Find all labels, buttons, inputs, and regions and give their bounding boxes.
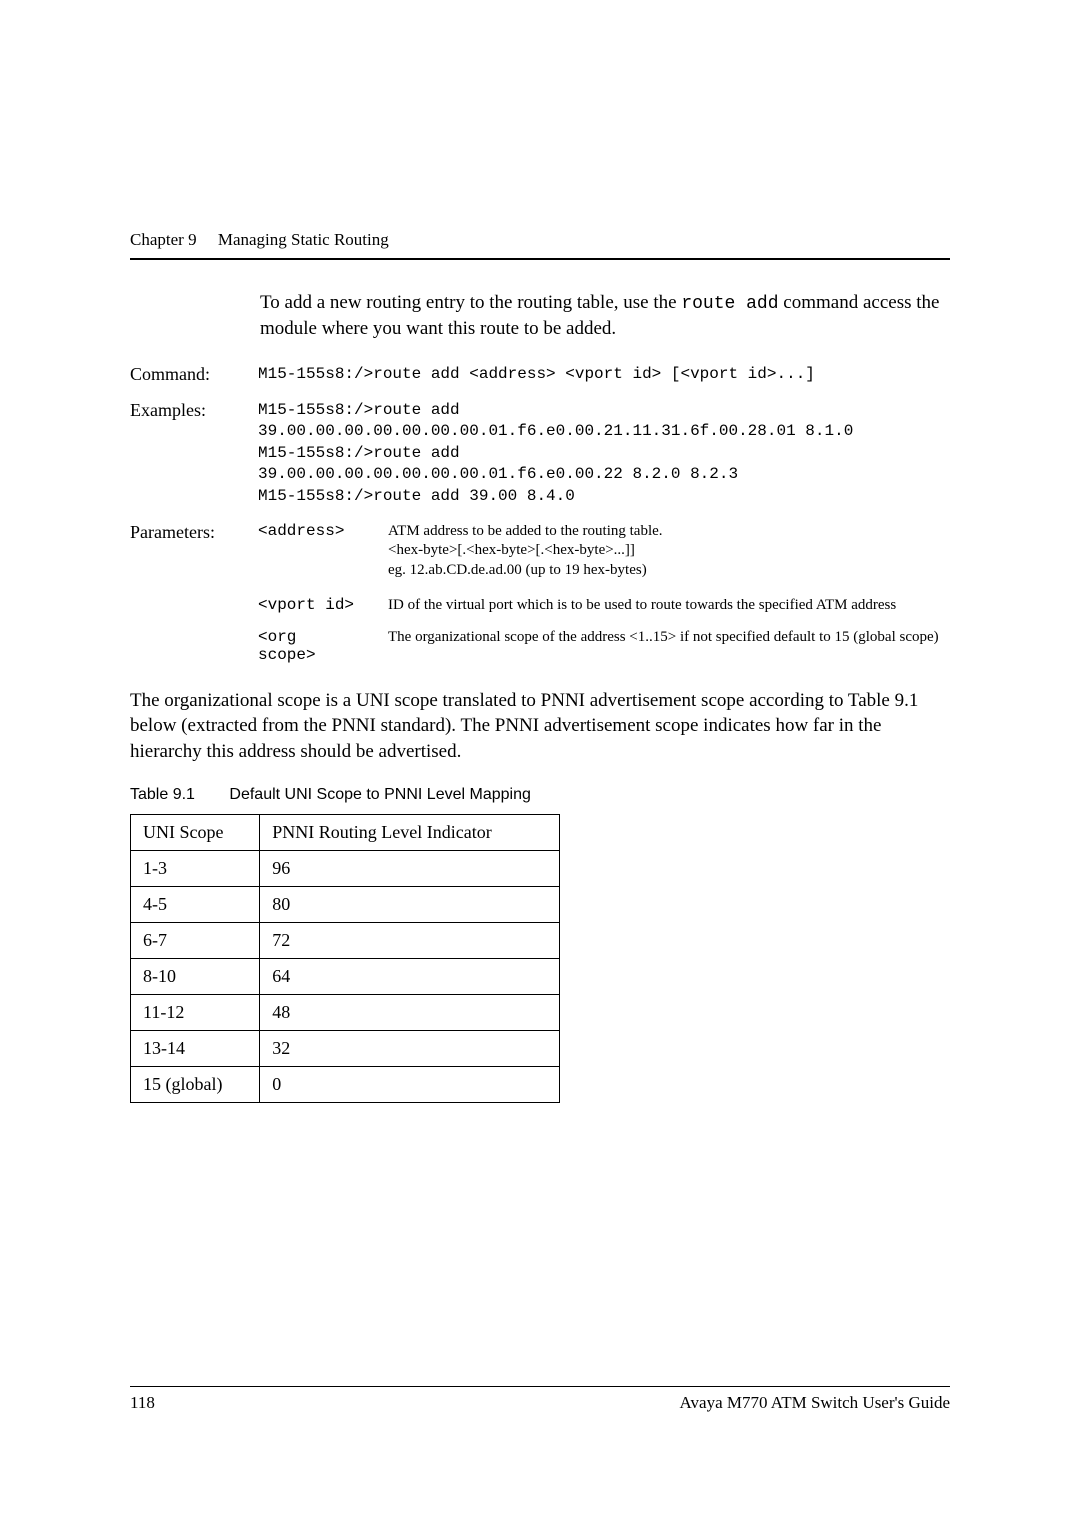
param-desc: ID of the virtual port which is to be us… bbox=[388, 596, 950, 616]
example-line: M15-155s8:/>route add bbox=[258, 400, 950, 422]
examples-label: Examples: bbox=[130, 400, 258, 508]
command-text: M15-155s8:/>route add <address> <vport i… bbox=[258, 364, 950, 386]
table-header-row: UNI Scope PNNI Routing Level Indicator bbox=[131, 815, 560, 851]
param-desc: ATM address to be added to the routing t… bbox=[388, 522, 950, 581]
header-rule bbox=[130, 258, 950, 260]
intro-pre: To add a new routing entry to the routin… bbox=[260, 292, 681, 313]
param-key: <address> bbox=[258, 522, 388, 581]
example-line: 39.00.00.00.00.00.00.00.01.f6.e0.00.21.1… bbox=[258, 421, 950, 443]
table-number: Table 9.1 bbox=[130, 786, 195, 803]
table-row: 4-580 bbox=[131, 887, 560, 923]
footer-rule bbox=[130, 1386, 950, 1387]
page-footer: 118 Avaya M770 ATM Switch User's Guide bbox=[130, 1386, 950, 1413]
intro-code: route add bbox=[681, 294, 778, 314]
table-row: 11-1248 bbox=[131, 995, 560, 1031]
table-title: Default UNI Scope to PNNI Level Mapping bbox=[229, 786, 530, 803]
param-desc: The organizational scope of the address … bbox=[388, 628, 950, 664]
param-key: <org scope> bbox=[258, 628, 388, 664]
table-row: 13-1432 bbox=[131, 1031, 560, 1067]
page-number: 118 bbox=[130, 1393, 155, 1413]
chapter-title: Managing Static Routing bbox=[218, 230, 389, 249]
example-line: M15-155s8:/>route add 39.00 8.4.0 bbox=[258, 486, 950, 508]
table-row: 8-1064 bbox=[131, 959, 560, 995]
col-header: PNNI Routing Level Indicator bbox=[260, 815, 560, 851]
parameters-label: Parameters: bbox=[130, 522, 258, 593]
uni-scope-table: UNI Scope PNNI Routing Level Indicator 1… bbox=[130, 814, 560, 1103]
table-row: 15 (global)0 bbox=[131, 1067, 560, 1103]
table-row: 1-396 bbox=[131, 851, 560, 887]
example-line: 39.00.00.00.00.00.00.00.01.f6.e0.00.22 8… bbox=[258, 464, 950, 486]
examples-body: M15-155s8:/>route add 39.00.00.00.00.00.… bbox=[258, 400, 950, 508]
col-header: UNI Scope bbox=[131, 815, 260, 851]
table-row: 6-772 bbox=[131, 923, 560, 959]
command-spec: Command: M15-155s8:/>route add <address>… bbox=[130, 364, 950, 664]
table-caption: Table 9.1 Default UNI Scope to PNNI Leve… bbox=[130, 786, 950, 804]
command-label: Command: bbox=[130, 364, 258, 386]
body-paragraph: The organizational scope is a UNI scope … bbox=[130, 688, 950, 765]
chapter-number: Chapter 9 bbox=[130, 230, 197, 249]
param-key: <vport id> bbox=[258, 596, 388, 616]
intro-paragraph: To add a new routing entry to the routin… bbox=[260, 290, 950, 342]
book-title: Avaya M770 ATM Switch User's Guide bbox=[680, 1393, 950, 1413]
running-head: Chapter 9 Managing Static Routing bbox=[130, 230, 950, 250]
example-line: M15-155s8:/>route add bbox=[258, 443, 950, 465]
